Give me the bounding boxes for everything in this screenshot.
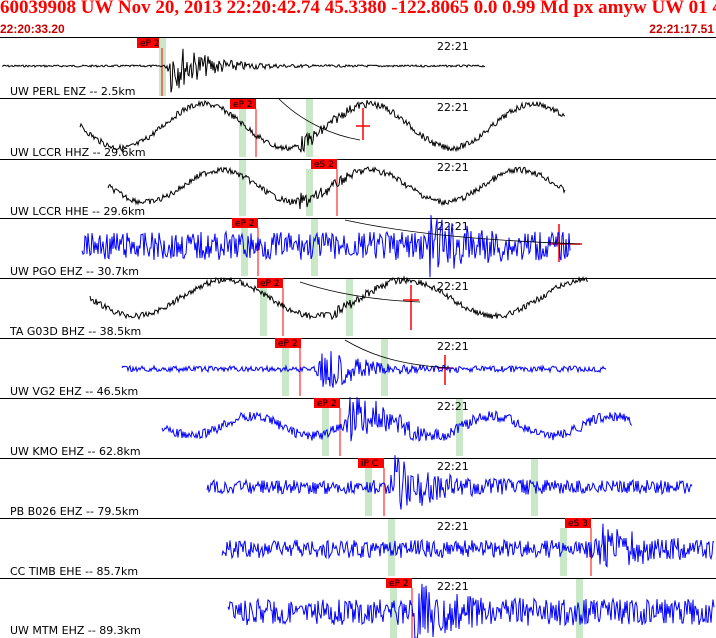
minute-tick-label: 22:21: [437, 520, 469, 533]
trace-row[interactable]: eP 2 22:21 UW PERL ENZ -- 2.5km: [0, 38, 716, 99]
s-shade: [531, 459, 538, 516]
pick-label-box: [565, 518, 591, 528]
pick-label-box: [311, 159, 337, 169]
minute-tick-label: 22:21: [437, 460, 469, 473]
s-shade: [456, 399, 463, 456]
trace-label: UW VG2 EHZ -- 46.5km: [10, 385, 138, 398]
pick-marker[interactable]: eP 2: [257, 278, 419, 336]
p-shade: [239, 160, 246, 216]
waveform-trace: [81, 215, 571, 278]
arrival-curve: [344, 219, 581, 245]
pick-shade: [282, 348, 289, 396]
waveform-trace: [227, 583, 715, 638]
minute-tick-label: 22:21: [437, 340, 469, 353]
s-shade: [306, 99, 313, 157]
trace-label: TA G03D BHZ -- 38.5km: [9, 325, 141, 338]
trace-label: CC TIMB EHE -- 85.7km: [10, 565, 138, 578]
pick-label: iP C: [361, 459, 378, 469]
waveform-trace: [89, 275, 589, 321]
pick-label: eP 2: [278, 339, 298, 349]
window-start-time: 22:20:33.20: [0, 22, 65, 36]
p-shade: [388, 519, 395, 576]
arrival-curve: [344, 339, 451, 369]
pick-shade: [560, 528, 567, 576]
pick-label: eP 2: [260, 279, 280, 289]
pick-label-box: [386, 578, 412, 588]
minute-tick-label: 22:21: [437, 280, 469, 293]
s-shade: [381, 339, 388, 396]
minute-tick-label: 22:21: [437, 400, 469, 413]
pick-label: eP 2: [233, 100, 253, 110]
trace-row[interactable]: eS 3 22:21 CC TIMB EHE -- 85.7km: [0, 518, 716, 579]
pick-shade: [239, 109, 246, 157]
waveform-trace: [121, 351, 607, 388]
pick-marker[interactable]: eP 2: [137, 38, 166, 96]
pick-shade: [390, 588, 397, 638]
trace-label: UW PERL ENZ -- 2.5km: [10, 85, 136, 98]
event-title: 60039908 UW Nov 20, 2013 22:20:42.74 45.…: [0, 0, 716, 18]
waveform-trace: [161, 397, 633, 442]
window-end-time: 22:21:17.51: [649, 22, 714, 36]
waveform-trace: [1, 48, 486, 93]
trace-label: UW LCCR HHE -- 29.6km: [10, 205, 145, 218]
minute-tick-label: 22:21: [437, 161, 469, 174]
s-shade: [576, 579, 583, 638]
pick-label-box: [232, 218, 258, 228]
waveform-trace: [79, 99, 566, 153]
pick-label-box: [230, 99, 256, 109]
pick-shade: [306, 169, 313, 216]
minute-tick-label: 22:21: [437, 101, 469, 114]
minute-tick-label: 22:21: [437, 40, 469, 53]
pick-marker[interactable]: eP 2: [386, 578, 583, 638]
s-shade: [311, 219, 318, 276]
pick-marker[interactable]: eP 2: [230, 99, 370, 157]
pick-label-box: [137, 38, 163, 48]
pick-marker[interactable]: eS 2: [239, 159, 338, 216]
trace-row[interactable]: eP 2 22:21 UW MTM EHZ -- 89.3km: [10, 578, 583, 638]
arrival-curve: [299, 281, 421, 303]
trace-label: UW MTM EHZ -- 89.3km: [10, 624, 141, 637]
trace-row[interactable]: eP 2 22:21 TA G03D BHZ -- 38.5km: [0, 278, 716, 339]
minute-tick-label: 22:21: [437, 580, 469, 593]
pick-marker[interactable]: eS 3: [388, 518, 592, 576]
event-header: 60039908 UW Nov 20, 2013 22:20:42.74 45.…: [0, 0, 716, 40]
waveform-trace: [221, 523, 715, 568]
trace-row[interactable]: eP 2 22:21 UW LCCR HHZ -- 29.6km: [0, 99, 716, 160]
trace-row[interactable]: eS 2 22:21 UW LCCR HHE -- 29.6km: [0, 159, 716, 219]
pick-label: eP 2: [235, 219, 255, 229]
pick-shade: [260, 288, 267, 336]
pick-label-box: [275, 338, 301, 348]
waveforms-layer: [1, 48, 715, 638]
pick-label: eS 2: [314, 160, 334, 170]
minute-tick-label: 22:21: [437, 220, 469, 233]
pick-label: eS 3: [568, 519, 588, 529]
pick-label: eP 2: [140, 39, 160, 49]
s-shade: [346, 279, 353, 336]
pick-label: eP 2: [317, 399, 337, 409]
arrival-curve: [277, 97, 361, 141]
waveform-trace: [206, 455, 693, 510]
arrival-curves: [277, 97, 581, 369]
trace-label: PB B026 EHZ -- 79.5km: [10, 505, 139, 518]
trace-label: UW KMO EHZ -- 62.8km: [10, 445, 141, 458]
pick-marker[interactable]: eP 2: [275, 338, 453, 396]
pick-label-box: [358, 458, 384, 468]
pick-label-box: [314, 398, 340, 408]
pick-label: eP 2: [389, 579, 409, 589]
pick-label-box: [257, 278, 283, 288]
waveform-trace: [107, 166, 566, 210]
trace-label: UW PGO EHZ -- 30.7km: [10, 265, 139, 278]
trace-label: UW LCCR HHZ -- 29.6km: [10, 146, 146, 159]
